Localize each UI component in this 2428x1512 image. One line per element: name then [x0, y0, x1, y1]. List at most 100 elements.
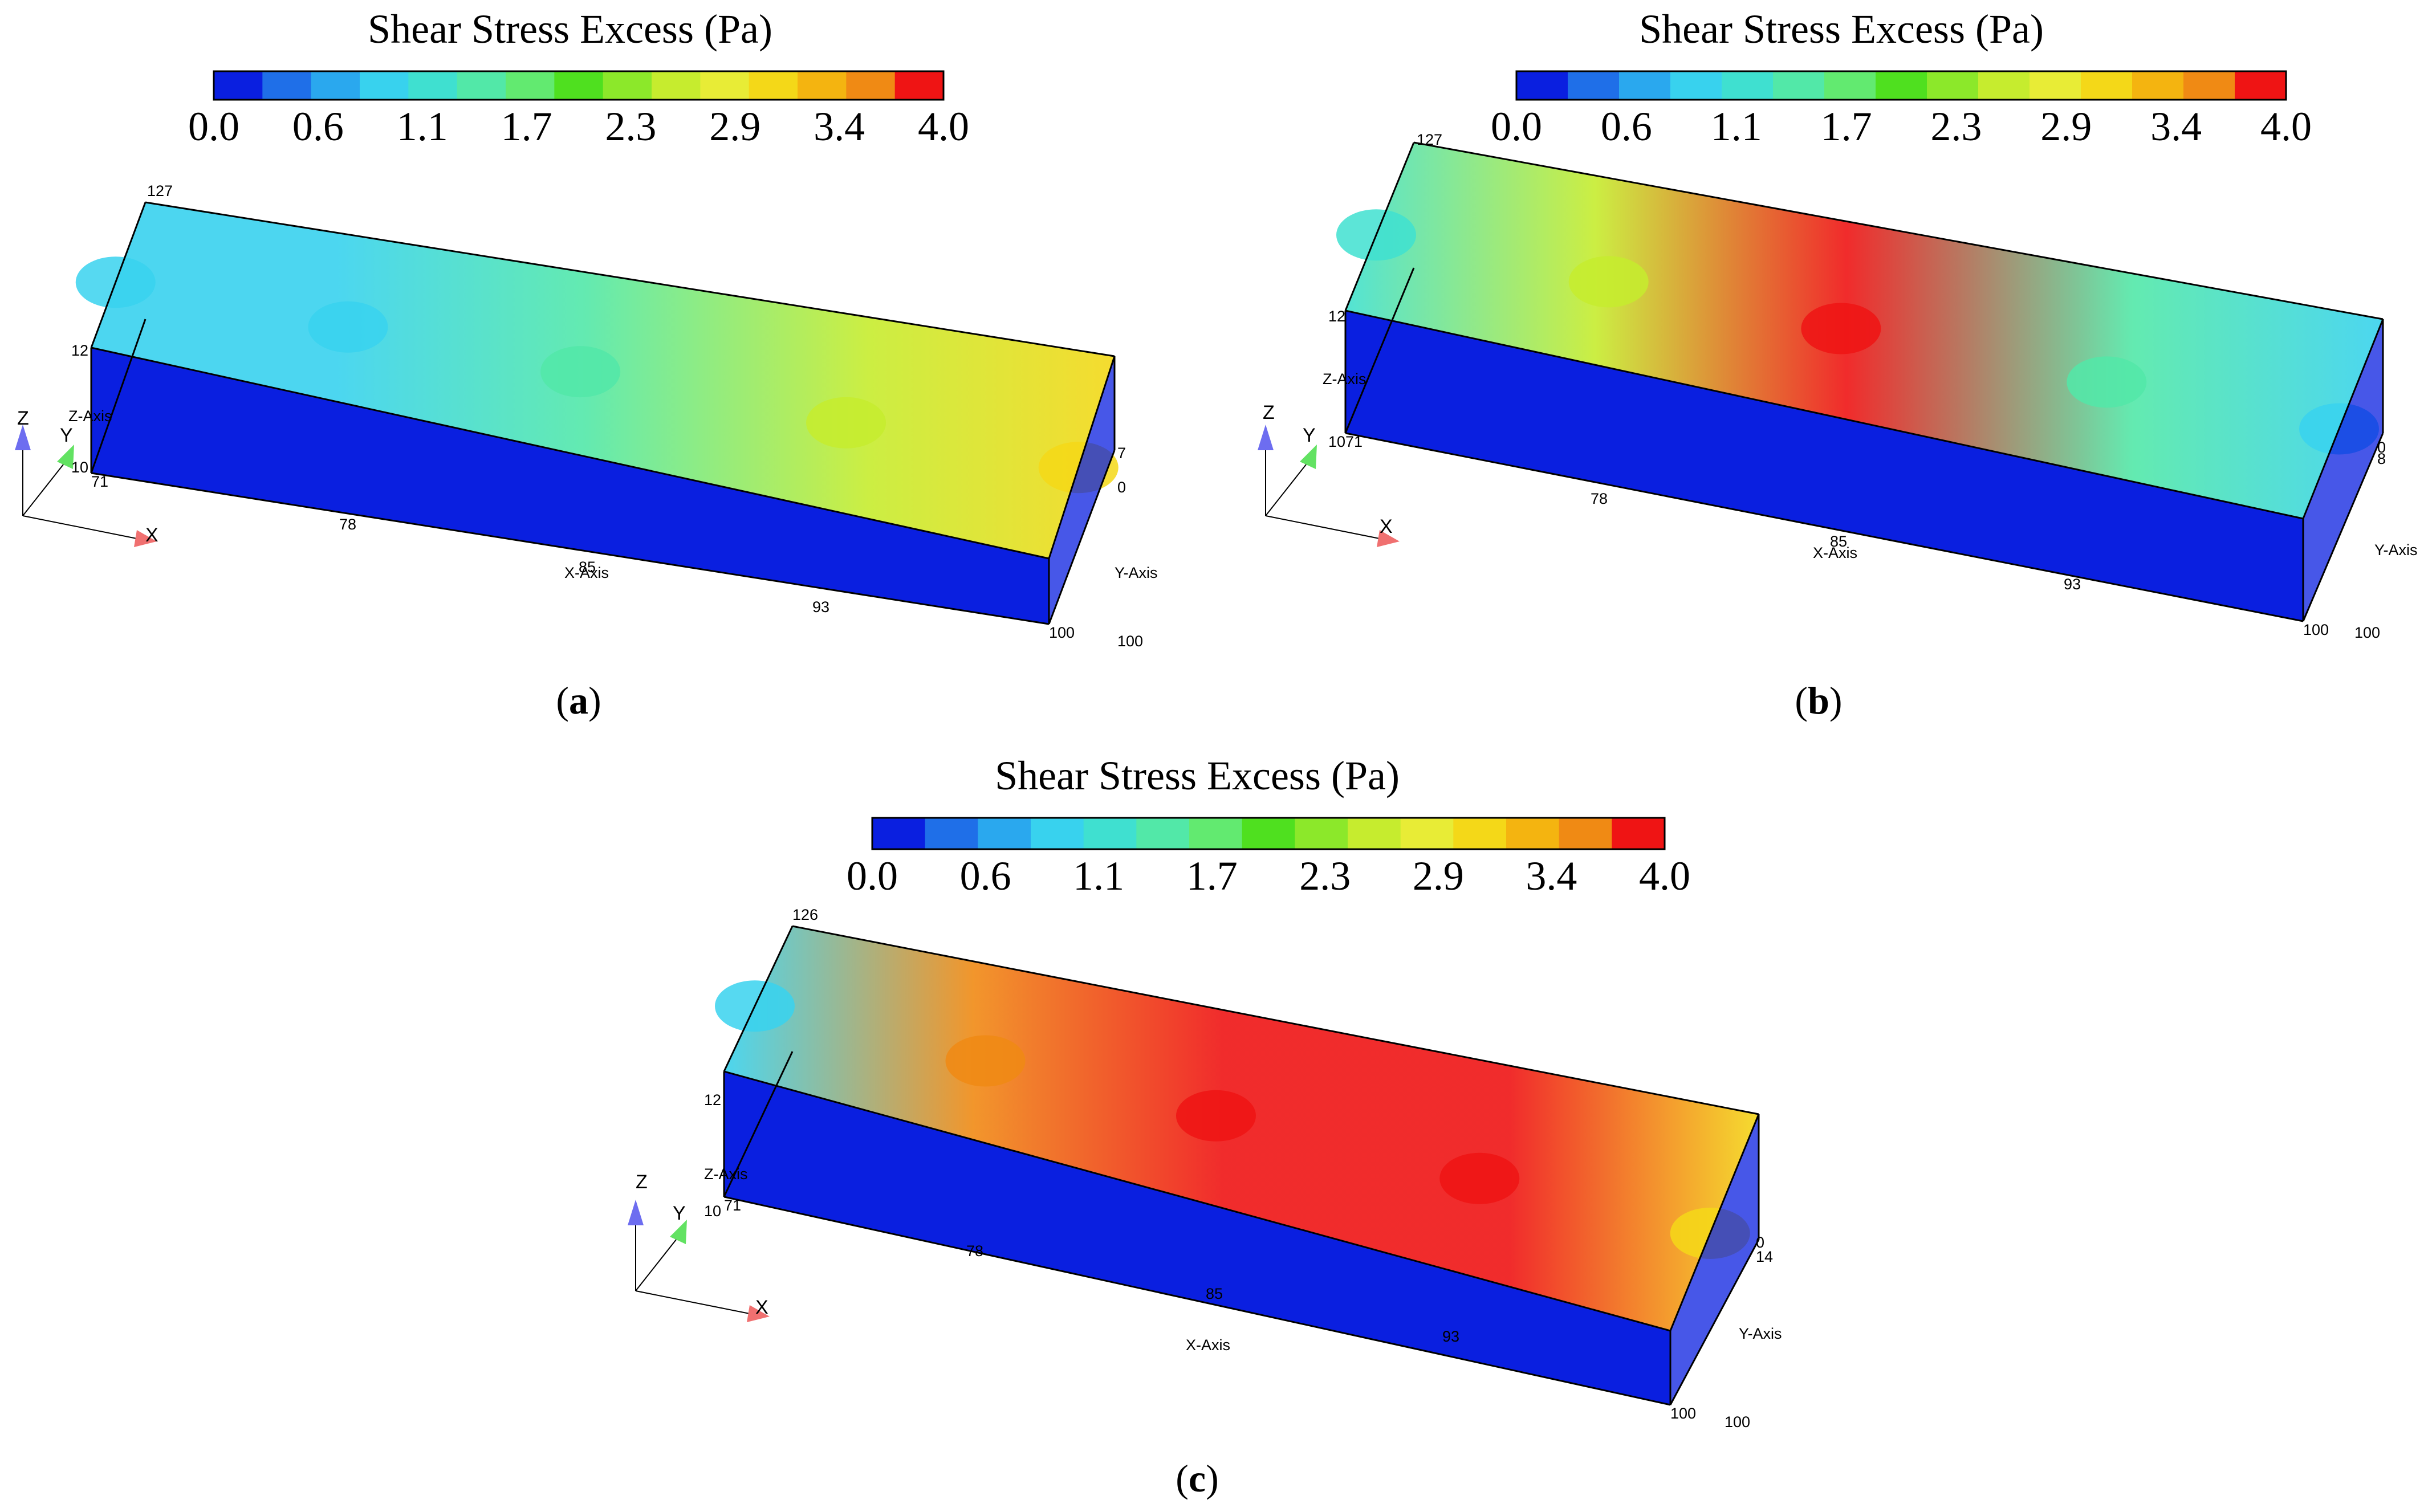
box-edge	[723, 1196, 1671, 1406]
x-tick-label: 93	[812, 598, 830, 616]
colorbar-segment	[872, 818, 926, 849]
x-axis-label: X-Axis	[564, 564, 609, 581]
colorbar-segment	[408, 71, 458, 100]
bed-front-face	[724, 1071, 1670, 1405]
y-tick-label: 8	[2377, 450, 2386, 467]
colorbar-segment	[1773, 71, 1825, 100]
triad-z-label: Z	[1263, 402, 1275, 423]
triad-x-arrow	[747, 1305, 770, 1322]
box-edge	[1344, 142, 1415, 311]
colorbar-segment	[1824, 71, 1876, 100]
z-axis-label: Z-Axis	[1323, 370, 1366, 388]
colorbar-segment	[1031, 818, 1084, 849]
colorbar-segment	[262, 71, 312, 100]
z-tick-label: 12	[704, 1091, 722, 1108]
x-tick-label: 85	[579, 559, 596, 576]
colorbar-tick-label: 1.7	[1186, 853, 1238, 899]
colorbar-tick-label: 3.4	[1526, 853, 1577, 899]
triad-z-label: Z	[636, 1171, 648, 1193]
colorbar-segment	[1506, 818, 1560, 849]
colorbar-segment	[506, 71, 555, 100]
triad-x-line	[635, 1290, 750, 1314]
colorbar-tick-label: 2.9	[709, 104, 761, 149]
surface-value-point	[308, 301, 388, 353]
colorbar-segment	[1136, 818, 1190, 849]
colorbar-title: Shear Stress Excess (Pa)	[368, 6, 772, 52]
triad-x-label: X	[1380, 516, 1393, 537]
box-edge	[723, 1070, 1671, 1332]
colorbar-segment	[1619, 71, 1671, 100]
box-edge	[2302, 433, 2384, 622]
colorbar-frame	[871, 817, 1666, 850]
x-tick-label: 93	[2064, 576, 2081, 593]
triad-y-label: Y	[673, 1203, 686, 1224]
z-tick-label: 126	[792, 906, 819, 923]
caption-b: (b)	[1795, 679, 1843, 722]
box-edge	[1048, 356, 1116, 559]
surface-value-point	[1801, 303, 1881, 354]
colorbar-tick-label: 2.9	[2040, 104, 2092, 149]
surface-value-point	[945, 1035, 1026, 1087]
x-tick-label: 71	[724, 1197, 742, 1214]
x-tick-label: 93	[1442, 1328, 1460, 1345]
z-tick-label: 127	[147, 182, 173, 199]
colorbar-segment	[925, 818, 978, 849]
z-axis-label: Z-Axis	[68, 407, 112, 425]
box-edge	[1345, 432, 2304, 622]
colorbar-segment	[360, 71, 409, 100]
box-edge	[90, 202, 147, 348]
y-tick-label: 100	[1117, 633, 1144, 650]
box-edge	[1344, 267, 1415, 434]
triad-x-label: X	[145, 524, 158, 546]
colorbar-tick-label: 1.1	[396, 104, 448, 149]
y-axis-label: Y-Axis	[1115, 564, 1158, 581]
surface-value-point	[540, 346, 621, 398]
triad-x-arrow	[1377, 530, 1400, 547]
triad-x-line	[22, 515, 137, 539]
colorbar-tick-label: 4.0	[918, 104, 969, 149]
triad-y-arrow	[57, 445, 74, 469]
surface-value-point	[2067, 356, 2147, 408]
triad-z-arrow	[628, 1200, 644, 1225]
colorbar-tick-label: 0.6	[292, 104, 344, 149]
box-edge	[1669, 1114, 1760, 1331]
x-tick-label: 78	[1591, 490, 1608, 507]
box-edge	[91, 472, 1050, 625]
z-tick-label: 12	[1328, 308, 1346, 325]
y-tick-label: 100	[1725, 1413, 1751, 1431]
colorbar-tick-label: 3.4	[2150, 104, 2202, 149]
y-tick-label: 14	[1756, 1248, 1774, 1265]
x-tick-label: 71	[1345, 433, 1363, 450]
triad-x-arrow	[134, 530, 157, 547]
colorbar-segment	[2081, 71, 2133, 100]
colorbar-segment	[1242, 818, 1295, 849]
colorbar-tick-label: 4.0	[2260, 104, 2312, 149]
colorbar-segment	[1453, 818, 1507, 849]
x-tick-label: 85	[1830, 533, 1848, 550]
colorbar-tick-label: 2.3	[605, 104, 657, 149]
colorbar-segment	[2235, 71, 2287, 100]
colorbar-segment	[1927, 71, 1979, 100]
surface-value-point	[1176, 1090, 1256, 1142]
colorbar-tick-label: 2.3	[1930, 104, 1982, 149]
x-tick-label: 71	[91, 473, 109, 490]
colorbar-tick-label: 3.4	[814, 104, 865, 149]
panel-b: Shear Stress Excess (Pa) 0.0 0.6 1.1 1.7 2.3…	[1243, 0, 2428, 729]
colorbar-segment	[1559, 818, 1612, 849]
colorbar-segment	[1722, 71, 1774, 100]
colorbar-segment	[554, 71, 604, 100]
colorbar-tick-label: 0.0	[1491, 104, 1542, 149]
bed-side-face	[1670, 1114, 1759, 1405]
box-edge	[1413, 141, 2384, 320]
bed-side-face	[1049, 356, 1115, 624]
colorbar-tick-label: 0.6	[1600, 104, 1652, 149]
colorbar-segment	[2132, 71, 2184, 100]
box-edge	[1048, 450, 1116, 625]
x-tick-label: 85	[1206, 1285, 1223, 1302]
colorbar-tick-label: 1.1	[1073, 853, 1125, 899]
colorbar-segment	[798, 71, 847, 100]
colorbar-segment	[1516, 71, 1568, 100]
y-axis-label: Y-Axis	[2374, 541, 2418, 559]
box-edge	[1669, 1239, 1760, 1405]
panel-a: Shear Stress Excess (Pa) 0.0 0.6 1.1 1.7 2.3…	[0, 0, 1197, 729]
